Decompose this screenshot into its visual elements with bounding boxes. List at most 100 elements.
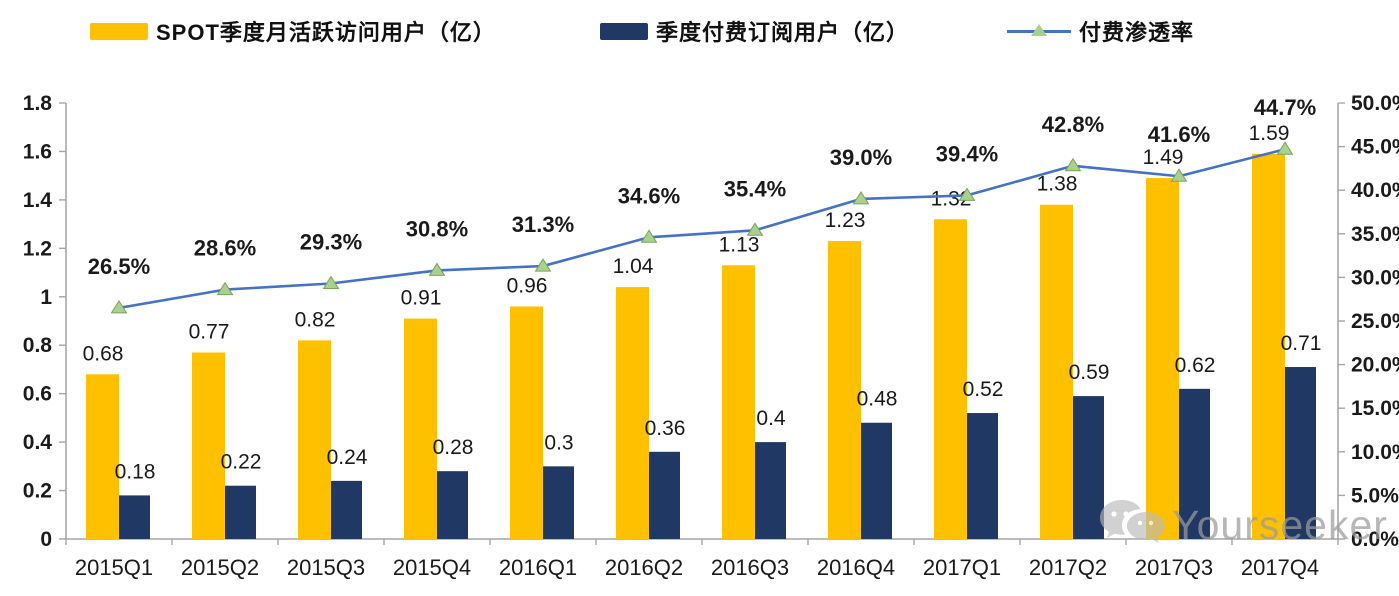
penetration-marker — [534, 258, 552, 272]
bar-subs-2015Q3 — [331, 480, 362, 539]
penetration-marker — [322, 275, 340, 290]
x-axis-category-label: 2017Q3 — [1135, 555, 1213, 580]
bar-label-mau: 0.82 — [295, 308, 336, 331]
penetration-label: 44.7% — [1254, 95, 1316, 120]
bar-label-mau: 1.32 — [931, 187, 972, 210]
bar-label-mau: 1.49 — [1143, 146, 1184, 169]
bar-mau-2016Q3 — [722, 265, 755, 539]
right-axis-tick-label: 25.0% — [1351, 310, 1399, 333]
bar-label-mau: 1.59 — [1249, 122, 1290, 145]
right-axis-tick-label: 40.0% — [1351, 179, 1399, 202]
bar-label-mau: 1.38 — [1037, 173, 1078, 196]
bar-mau-2016Q2 — [616, 287, 649, 539]
x-axis-category-label: 2017Q1 — [923, 555, 1001, 580]
bar-label-subs: 0.24 — [327, 446, 368, 469]
bar-label-subs: 0.71 — [1281, 332, 1322, 355]
left-axis-tick-label: 0.8 — [23, 334, 53, 357]
penetration-label: 31.3% — [512, 212, 574, 237]
mau-legend-swatch — [90, 22, 148, 40]
left-axis-tick-label: 0.4 — [23, 431, 53, 454]
right-axis-tick-label: 35.0% — [1351, 223, 1399, 246]
bar-subs-2015Q2 — [225, 485, 256, 539]
triangle-marker-icon — [1031, 24, 1047, 36]
subs-legend-label: 季度付费订阅用户（亿） — [656, 20, 910, 45]
bar-label-subs: 0.48 — [857, 388, 898, 411]
x-axis-category-label: 2015Q4 — [393, 555, 471, 580]
bar-subs-2017Q4 — [1285, 367, 1316, 539]
penetration-label: 35.4% — [724, 176, 786, 201]
right-axis-tick-label: 20.0% — [1351, 354, 1399, 377]
bar-label-subs: 0.4 — [756, 407, 786, 430]
right-axis-tick-label: 15.0% — [1351, 397, 1399, 420]
bar-subs-2015Q4 — [437, 471, 468, 539]
bar-label-subs: 0.3 — [544, 431, 573, 454]
left-axis-tick-label: 1 — [40, 286, 52, 309]
bar-label-mau: 0.96 — [507, 274, 548, 297]
right-axis-tick-label: 10.0% — [1351, 441, 1399, 464]
right-axis-tick-label: 0.0% — [1351, 528, 1399, 551]
right-axis-tick-label: 45.0% — [1351, 136, 1399, 159]
right-axis-tick-label: 5.0% — [1351, 484, 1399, 507]
penetration-label: 29.3% — [300, 230, 362, 255]
mau-legend-label: SPOT季度月活跃访问用户（亿） — [156, 20, 496, 45]
penetration-marker — [640, 229, 658, 243]
bar-subs-2016Q2 — [649, 451, 680, 539]
penetration-label: 28.6% — [194, 236, 256, 261]
left-axis-tick-label: 0 — [40, 528, 52, 551]
bar-mau-2015Q3 — [298, 340, 331, 539]
penetration-label: 39.4% — [936, 141, 998, 166]
bar-label-mau: 0.91 — [401, 287, 442, 310]
bar-label-subs: 0.22 — [221, 451, 262, 474]
x-axis-category-label: 2015Q2 — [181, 555, 259, 580]
left-axis-tick-label: 1.8 — [23, 92, 53, 115]
penetration-label: 41.6% — [1148, 122, 1210, 147]
penetration-marker — [1170, 168, 1188, 182]
bar-mau-2017Q4 — [1252, 153, 1285, 539]
left-axis-tick-label: 0.2 — [23, 480, 52, 503]
bar-mau-2015Q4 — [404, 318, 437, 539]
bar-subs-2016Q1 — [543, 466, 574, 539]
penetration-marker — [428, 262, 446, 276]
legend-item-penetration: 付费渗透率 — [1007, 15, 1194, 47]
legend-item-mau: SPOT季度月活跃访问用户（亿） — [90, 15, 496, 47]
bar-subs-2016Q3 — [755, 442, 786, 539]
bar-subs-2017Q2 — [1073, 396, 1104, 539]
penetration-legend-swatch — [1007, 22, 1071, 40]
bar-label-subs: 0.59 — [1069, 361, 1110, 384]
bar-mau-2016Q1 — [510, 306, 543, 539]
bar-mau-2015Q1 — [86, 374, 119, 539]
x-axis-category-label: 2016Q4 — [817, 555, 895, 580]
penetration-label: 26.5% — [88, 254, 150, 279]
penetration-marker — [746, 222, 764, 236]
bar-subs-2015Q1 — [119, 495, 150, 539]
bar-label-subs: 0.36 — [645, 417, 686, 440]
bar-subs-2016Q4 — [861, 422, 892, 539]
bar-mau-2017Q3 — [1146, 178, 1179, 540]
bar-subs-2017Q3 — [1179, 388, 1210, 539]
bar-subs-2017Q1 — [967, 413, 998, 539]
left-axis-tick-label: 1.2 — [23, 237, 52, 260]
x-axis-category-label: 2017Q2 — [1029, 555, 1107, 580]
penetration-marker — [958, 187, 976, 201]
bar-mau-2015Q2 — [192, 352, 225, 539]
subs-legend-swatch — [600, 22, 648, 40]
penetration-line — [118, 147, 1286, 310]
penetration-marker — [110, 299, 128, 314]
penetration-marker — [1276, 141, 1294, 155]
bar-mau-2017Q2 — [1040, 204, 1073, 539]
legend-item-subs: 季度付费订阅用户（亿） — [600, 15, 909, 47]
x-axis-category-label: 2016Q1 — [499, 555, 577, 580]
x-axis-category-label: 2017Q4 — [1241, 555, 1319, 580]
penetration-marker — [852, 190, 870, 205]
left-axis-tick-label: 1.6 — [23, 140, 52, 163]
penetration-marker — [216, 281, 234, 296]
right-axis-tick-label: 30.0% — [1351, 266, 1399, 289]
bar-label-subs: 0.28 — [433, 436, 474, 459]
x-axis-category-label: 2016Q2 — [605, 555, 683, 580]
bar-label-subs: 0.52 — [963, 378, 1004, 401]
x-axis-category-label: 2015Q3 — [287, 555, 365, 580]
bar-label-mau: 1.13 — [719, 233, 760, 256]
penetration-label: 42.8% — [1042, 112, 1104, 137]
bar-mau-2017Q1 — [934, 219, 967, 539]
